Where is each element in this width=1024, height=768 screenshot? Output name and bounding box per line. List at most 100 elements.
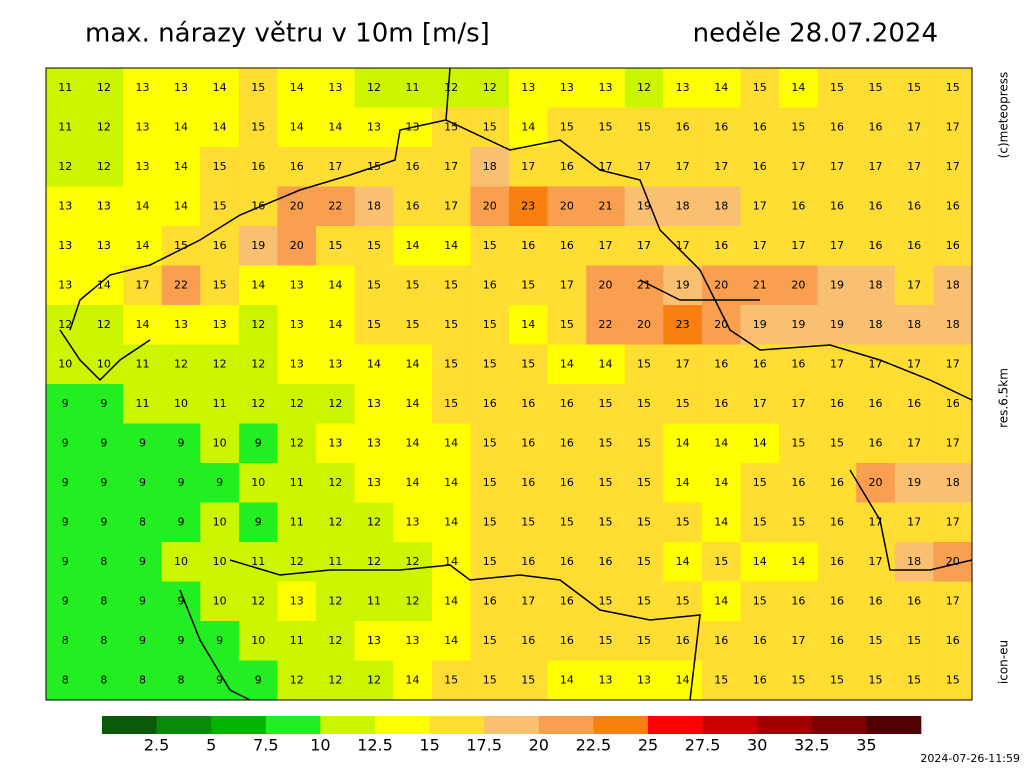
gust-cell bbox=[393, 305, 433, 345]
gust-cell bbox=[123, 107, 163, 148]
resolution: res.6.5km bbox=[997, 368, 1011, 428]
gust-value: 14 bbox=[444, 594, 458, 607]
gust-cell bbox=[46, 344, 86, 385]
gust-value: 12 bbox=[97, 160, 111, 173]
gust-value: 17 bbox=[753, 397, 767, 410]
gust-cell bbox=[316, 581, 356, 622]
gust-value: 22 bbox=[598, 318, 612, 331]
gust-value: 14 bbox=[791, 81, 805, 94]
gust-cell bbox=[856, 68, 896, 108]
gust-cell bbox=[856, 660, 896, 701]
gust-cell bbox=[856, 226, 896, 266]
gust-cell bbox=[123, 384, 163, 424]
gust-value: 17 bbox=[521, 160, 535, 173]
gust-cell bbox=[238, 502, 278, 543]
gust-cell bbox=[894, 344, 934, 385]
gust-value: 16 bbox=[676, 634, 690, 647]
gust-cell bbox=[509, 344, 549, 385]
gust-cell bbox=[316, 423, 356, 464]
gust-value: 14 bbox=[714, 81, 728, 94]
gust-value: 9 bbox=[178, 634, 185, 647]
gust-value: 15 bbox=[676, 397, 690, 410]
gust-value: 16 bbox=[869, 436, 883, 449]
gust-value: 17 bbox=[869, 357, 883, 370]
gust-cell bbox=[393, 621, 433, 661]
gust-value: 11 bbox=[213, 397, 227, 410]
gust-value: 16 bbox=[714, 397, 728, 410]
gust-value: 8 bbox=[100, 594, 107, 607]
gust-value: 17 bbox=[135, 278, 149, 291]
gust-value: 10 bbox=[174, 555, 188, 568]
gust-value: 15 bbox=[521, 515, 535, 528]
gust-value: 13 bbox=[560, 81, 574, 94]
gust-cell bbox=[393, 68, 433, 108]
gust-cell bbox=[933, 68, 973, 108]
gust-value: 8 bbox=[62, 673, 69, 686]
gust-cell bbox=[200, 581, 240, 622]
gust-value: 9 bbox=[216, 476, 223, 489]
gust-cell bbox=[161, 384, 201, 424]
gust-cell bbox=[933, 423, 973, 464]
gust-value: 13 bbox=[97, 199, 111, 212]
gust-cell bbox=[161, 107, 201, 148]
timestamp: 2024-07-26-11:59 bbox=[920, 752, 1020, 765]
gust-value: 12 bbox=[213, 357, 227, 370]
gust-value: 9 bbox=[216, 634, 223, 647]
gust-value: 16 bbox=[560, 160, 574, 173]
gust-cell bbox=[586, 463, 626, 503]
gust-value: 10 bbox=[213, 594, 227, 607]
gust-cell bbox=[586, 581, 626, 622]
gust-value: 14 bbox=[444, 634, 458, 647]
gust-cell bbox=[393, 423, 433, 464]
gust-cell bbox=[740, 660, 780, 701]
gust-cell bbox=[509, 265, 549, 306]
gust-cell bbox=[84, 107, 124, 148]
gust-value: 9 bbox=[255, 673, 262, 686]
gust-value: 15 bbox=[483, 318, 497, 331]
gust-value: 8 bbox=[139, 515, 146, 528]
gust-value: 20 bbox=[598, 278, 612, 291]
gust-cell bbox=[894, 423, 934, 464]
gust-cell bbox=[161, 581, 201, 622]
gust-cell bbox=[161, 226, 201, 266]
gust-value: 15 bbox=[714, 555, 728, 568]
gust-value: 16 bbox=[560, 397, 574, 410]
gust-cell bbox=[316, 344, 356, 385]
gust-cell bbox=[547, 423, 587, 464]
gust-cell bbox=[624, 147, 664, 187]
gust-value: 12 bbox=[328, 673, 342, 686]
gust-cell bbox=[586, 502, 626, 543]
gust-cell bbox=[238, 463, 278, 503]
gust-value: 10 bbox=[58, 357, 72, 370]
gust-cell bbox=[84, 621, 124, 661]
gust-value: 16 bbox=[907, 397, 921, 410]
gust-value: 17 bbox=[791, 239, 805, 252]
gust-value: 9 bbox=[178, 436, 185, 449]
gust-value: 17 bbox=[830, 160, 844, 173]
gust-value: 23 bbox=[676, 318, 690, 331]
gust-value: 10 bbox=[213, 436, 227, 449]
gust-value: 18 bbox=[946, 318, 960, 331]
gust-cell bbox=[509, 186, 549, 227]
gust-value: 16 bbox=[598, 555, 612, 568]
gust-value: 16 bbox=[869, 239, 883, 252]
gust-value: 14 bbox=[213, 81, 227, 94]
gust-value: 14 bbox=[406, 673, 420, 686]
gust-value: 15 bbox=[483, 515, 497, 528]
gust-value: 15 bbox=[406, 278, 420, 291]
gust-cell bbox=[354, 265, 394, 306]
gust-value: 15 bbox=[791, 436, 805, 449]
gust-value: 15 bbox=[598, 515, 612, 528]
gust-value: 14 bbox=[444, 515, 458, 528]
gust-cell bbox=[354, 660, 394, 701]
gust-cell bbox=[624, 226, 664, 266]
gust-value: 17 bbox=[598, 239, 612, 252]
gust-value: 16 bbox=[869, 120, 883, 133]
gust-cell bbox=[123, 621, 163, 661]
gust-cell bbox=[431, 147, 471, 187]
gust-value: 18 bbox=[483, 160, 497, 173]
gust-cell bbox=[509, 502, 549, 543]
gust-cell bbox=[817, 423, 857, 464]
gust-value: 14 bbox=[598, 357, 612, 370]
gust-cell bbox=[509, 226, 549, 266]
